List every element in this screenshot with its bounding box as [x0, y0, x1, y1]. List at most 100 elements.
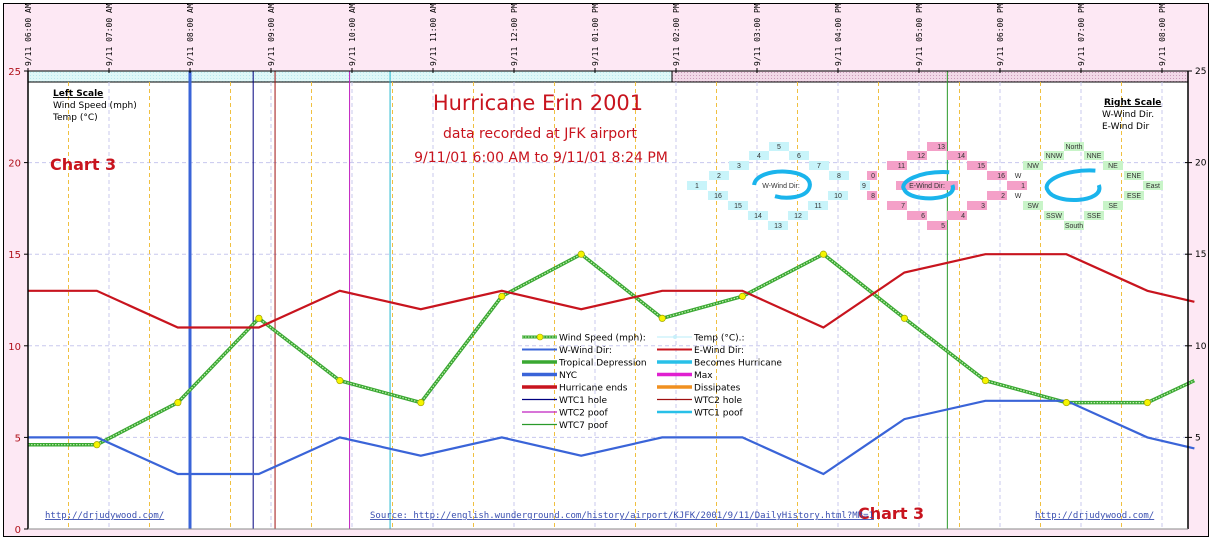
- compass-cell-bg: [1103, 161, 1123, 170]
- compass-cell-label: ESE: [1127, 193, 1141, 200]
- plot-area: [28, 71, 1188, 529]
- compass-cell-bg: [829, 171, 849, 180]
- wind-speed-point: [900, 314, 908, 322]
- wind-speed-point: [1062, 399, 1070, 407]
- compass-cell: 13: [768, 221, 788, 230]
- compass-cell-label: SSW: [1046, 213, 1062, 220]
- compass-cell-label: 4: [757, 153, 761, 160]
- compass-cell-bg: [789, 151, 809, 160]
- right-tick-label: 25: [1195, 67, 1206, 77]
- wind-speed-point: [738, 292, 746, 300]
- compass-cell: SE: [1103, 201, 1123, 210]
- legend-item: W-Wind Dir:: [522, 346, 612, 356]
- wind-speed-point: [981, 377, 989, 385]
- compass-cell-bg: [887, 201, 907, 210]
- compass-cell-bg: [867, 191, 877, 200]
- legend-item: E-Wind Dir:: [657, 346, 744, 356]
- compass-cell: W: [1014, 171, 1022, 180]
- right-scale-item: E-Wind Dir: [1102, 122, 1149, 132]
- compass-cell-bg: [1023, 161, 1043, 170]
- compass-cell: 0: [867, 171, 877, 180]
- compass-cell-label: South: [1065, 223, 1083, 230]
- left-tick-label: 15: [8, 250, 21, 261]
- x-tick-label: 9/11 11:00 AM: [429, 3, 438, 66]
- compass-cell-bg: [860, 181, 870, 190]
- compass-cell: North: [1064, 142, 1084, 151]
- left-scale-heading: Left Scale: [53, 89, 103, 99]
- chart-subtitle: data recorded at JFK airport: [443, 126, 637, 142]
- compass-cell-label: North: [1065, 144, 1082, 151]
- x-tick-label: 9/11 07:00 AM: [105, 3, 114, 66]
- compass-cell-bg: [748, 211, 768, 220]
- date-range: 9/11/01 6:00 AM to 9/11/01 8:24 PM: [414, 150, 668, 166]
- compass-cell: 5: [927, 221, 947, 230]
- legend-marker: [673, 335, 677, 339]
- compass-cell-bg: [896, 181, 958, 190]
- compass-cell-bg: [967, 161, 987, 170]
- legend-label: Becomes Hurricane: [694, 359, 782, 369]
- wind-speed-point: [577, 250, 585, 258]
- compass-cell: SSE: [1084, 211, 1104, 220]
- compass-cell: 7: [809, 161, 829, 170]
- compass-cell-bg: [687, 181, 707, 190]
- compass-cell: 8: [867, 191, 877, 200]
- compass-cell-bg: [1023, 201, 1043, 210]
- legend-label: Wind Speed (mph):: [559, 334, 646, 344]
- compass-cell-label: NNE: [1087, 153, 1102, 160]
- wind-speed-point: [417, 399, 425, 407]
- site-link-right[interactable]: http://drjudywood.com/: [1035, 511, 1154, 521]
- compass-cell: 10: [828, 191, 848, 200]
- site-link-left[interactable]: http://drjudywood.com/: [45, 511, 164, 521]
- x-tick-label: 9/11 08:00 AM: [186, 3, 195, 66]
- compass-cell-bg: [1044, 151, 1064, 160]
- compass-cell-label: NNW: [1046, 153, 1063, 160]
- compass-cell-bg: [729, 161, 749, 170]
- compass-cell-bg: [1014, 171, 1022, 180]
- legend-label: WTC2 poof: [559, 409, 608, 419]
- compass-cell-bg: [1084, 151, 1104, 160]
- compass-cell-bg: [987, 171, 1007, 180]
- compass-cell: 4: [749, 151, 769, 160]
- compass-cell-label: 15: [734, 203, 742, 210]
- rotation-arrow-icon: [1044, 168, 1102, 202]
- chart-label-bottom: Chart 3: [858, 504, 924, 523]
- x-tick-label: 9/11 04:00 PM: [834, 3, 843, 66]
- compass-cell-label: 5: [941, 223, 945, 230]
- compass-cell-label: East: [1146, 183, 1160, 190]
- compass-cell-label: 7: [817, 163, 821, 170]
- wind-speed-point: [1143, 399, 1151, 407]
- x-tick-label: 9/11 02:00 PM: [672, 3, 681, 66]
- compass-cell-label: 3: [981, 203, 985, 210]
- compass-cell-bg: [1084, 211, 1104, 220]
- legend-item: Max: [657, 371, 713, 381]
- compass-cell-bg: [788, 211, 808, 220]
- compass-cell-label: E-Wind Dir:: [909, 183, 945, 190]
- compass-cell-bg: [1064, 221, 1084, 230]
- x-tick-label: 9/11 09:00 AM: [267, 3, 276, 66]
- compass-cell-bg: [867, 171, 877, 180]
- compass-cell-label: 16: [997, 173, 1005, 180]
- legend-item: Hurricane ends: [522, 384, 628, 394]
- compass-cell-label: 16: [714, 193, 722, 200]
- compass-cell-label: SW: [1027, 203, 1039, 210]
- legend-item: WTC7 poof: [522, 421, 608, 431]
- compass-cell-label: NE: [1108, 163, 1118, 170]
- compass-cell-label: 1: [695, 183, 699, 190]
- compass-cell-bg: [1044, 211, 1064, 220]
- compass-cell-label: 13: [774, 223, 782, 230]
- compass-cell: 13: [927, 142, 947, 151]
- wind-speed-point: [174, 399, 182, 407]
- x-tick-label: 9/11 06:00 AM: [24, 3, 33, 66]
- compass-cell: 11: [808, 201, 828, 210]
- compass-cell: ESE: [1124, 191, 1144, 200]
- legend-label: WTC2 hole: [694, 396, 742, 406]
- compass-cell-bg: [752, 181, 810, 190]
- compass-cell: South: [1064, 221, 1084, 230]
- compass-cell-bg: [809, 161, 829, 170]
- left-tick-label: 25: [8, 67, 21, 78]
- source-link[interactable]: Source: http://english.wunderground.com/…: [370, 511, 874, 521]
- x-tick-label: 9/11 10:00 AM: [348, 3, 357, 66]
- compass-cell-label: 13: [937, 144, 945, 151]
